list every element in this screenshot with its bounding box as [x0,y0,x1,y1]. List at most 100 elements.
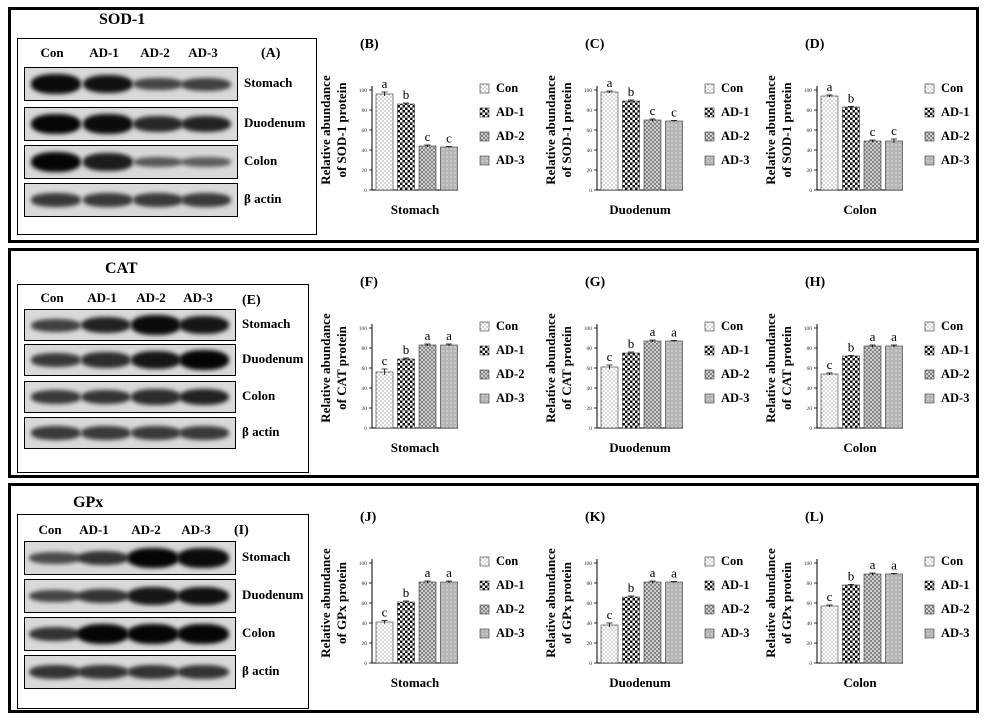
x-axis-label: Duodenum [609,440,671,455]
blot-band [179,426,229,440]
western-blot-cat: Con AD-1 AD-2 AD-3 (E) Stomach Duodenum Co… [17,284,309,473]
bar-chart: (C) Relative abundance of SOD-1 protein 0 20… [543,37,749,217]
legend-swatch [479,107,490,118]
panel-letter: (D) [805,37,825,52]
bar-chart: (B) Relative abundance of SOD-1 protein 0 20… [318,37,524,217]
legend-swatch [704,393,715,404]
legend-label: Con [496,81,518,95]
y-axis-label: Relative abundance [763,75,778,185]
y-axis-label: Relative abundance [318,75,333,185]
legend-label: AD-1 [721,105,749,119]
blot-band [133,77,183,91]
y-tick-label: 20 [587,406,593,412]
bar [622,352,640,429]
blot-band [31,318,81,332]
y-tick-label: 80 [587,108,593,114]
legend-label: AD-1 [721,578,749,592]
row-label: Duodenum [244,115,306,130]
y-tick-label: 80 [807,581,813,587]
y-axis-label: Relative abundance [318,548,333,658]
legend-label: AD-3 [496,626,524,640]
lane-label: Con [40,290,64,305]
bar [397,103,415,191]
significance-letter: a [425,565,431,580]
legend-label: AD-3 [941,391,969,405]
blot-band [29,552,81,564]
legend-swatch [924,107,935,118]
blot-band [127,624,179,644]
y-axis-label: Relative abundance [763,313,778,423]
error-bar [628,99,634,102]
significance-letter: c [607,607,613,622]
lane-label: AD-1 [79,522,109,537]
legend-label: AD-2 [496,602,524,616]
error-bar [446,580,452,583]
section-title: CAT [105,260,138,277]
legend-label: AD-2 [721,367,749,381]
legend-swatch [704,628,715,639]
panel-letter: (G) [585,275,606,290]
blot-band [31,193,81,207]
y-tick-label: 80 [807,346,813,352]
legend-label: Con [721,554,743,568]
error-bar [826,604,833,607]
legend-label: AD-1 [496,105,524,119]
legend-swatch [479,83,490,94]
legend-swatch [924,556,935,567]
y-tick-label: 20 [362,168,368,174]
bar-chart: (H) Relative abundance of CAT protein 0 20 40… [763,275,969,455]
bar [665,581,683,664]
y-tick-label: 0 [589,661,592,667]
blot-band [131,389,181,405]
error-bar [671,120,677,122]
y-tick-label: 0 [364,426,367,432]
bar [842,106,860,191]
bar [440,146,458,191]
bar-chart: (L) Relative abundance of GPx protein 0 20 40… [763,510,969,690]
error-bar [606,90,613,93]
legend-label: Con [496,319,518,333]
error-bar [424,580,431,583]
lane-label: Con [38,522,62,537]
significance-letter: b [403,87,410,102]
panel-letter: (F) [360,275,378,290]
panel-cat: CAT Con AD-1 AD-2 AD-3 (E) Stomach Duoden… [8,248,979,478]
legend-swatch [924,155,935,166]
legend-label: AD-1 [496,578,524,592]
y-tick-label: 80 [587,346,593,352]
significance-letter: b [628,84,635,99]
y-axis-label: Relative abundance [543,548,558,658]
significance-letter: a [870,557,876,572]
blot-band [29,664,81,680]
bar [820,605,839,664]
y-tick-label: 0 [809,661,812,667]
bar [397,601,415,664]
y-tick-label: 100 [804,326,813,332]
legend-swatch [479,131,490,142]
blot-strip [24,67,238,101]
error-bar [826,372,833,375]
legend-label: AD-3 [941,153,969,167]
legend-label: AD-3 [721,626,749,640]
significance-letter: c [382,353,388,368]
legend-label: AD-1 [941,343,969,357]
blot-band [81,389,131,405]
blot-band [83,193,133,207]
bar-chart: (D) Relative abundance of SOD-1 protein 0 20… [763,37,969,217]
legend-label: Con [721,319,743,333]
error-bar [869,344,876,347]
blot-strip [24,541,236,575]
error-bar [671,340,677,342]
significance-letter: b [403,342,410,357]
y-tick-label: 40 [362,621,368,627]
significance-letter: b [848,569,855,584]
blot-band [181,193,231,207]
blot-band [133,156,183,168]
blot-band [179,350,229,370]
bar [863,345,882,429]
blot-band [31,353,81,367]
blot-strip [24,107,238,141]
blot-band [133,193,183,207]
error-bar [381,91,388,96]
legend-label: AD-2 [721,129,749,143]
